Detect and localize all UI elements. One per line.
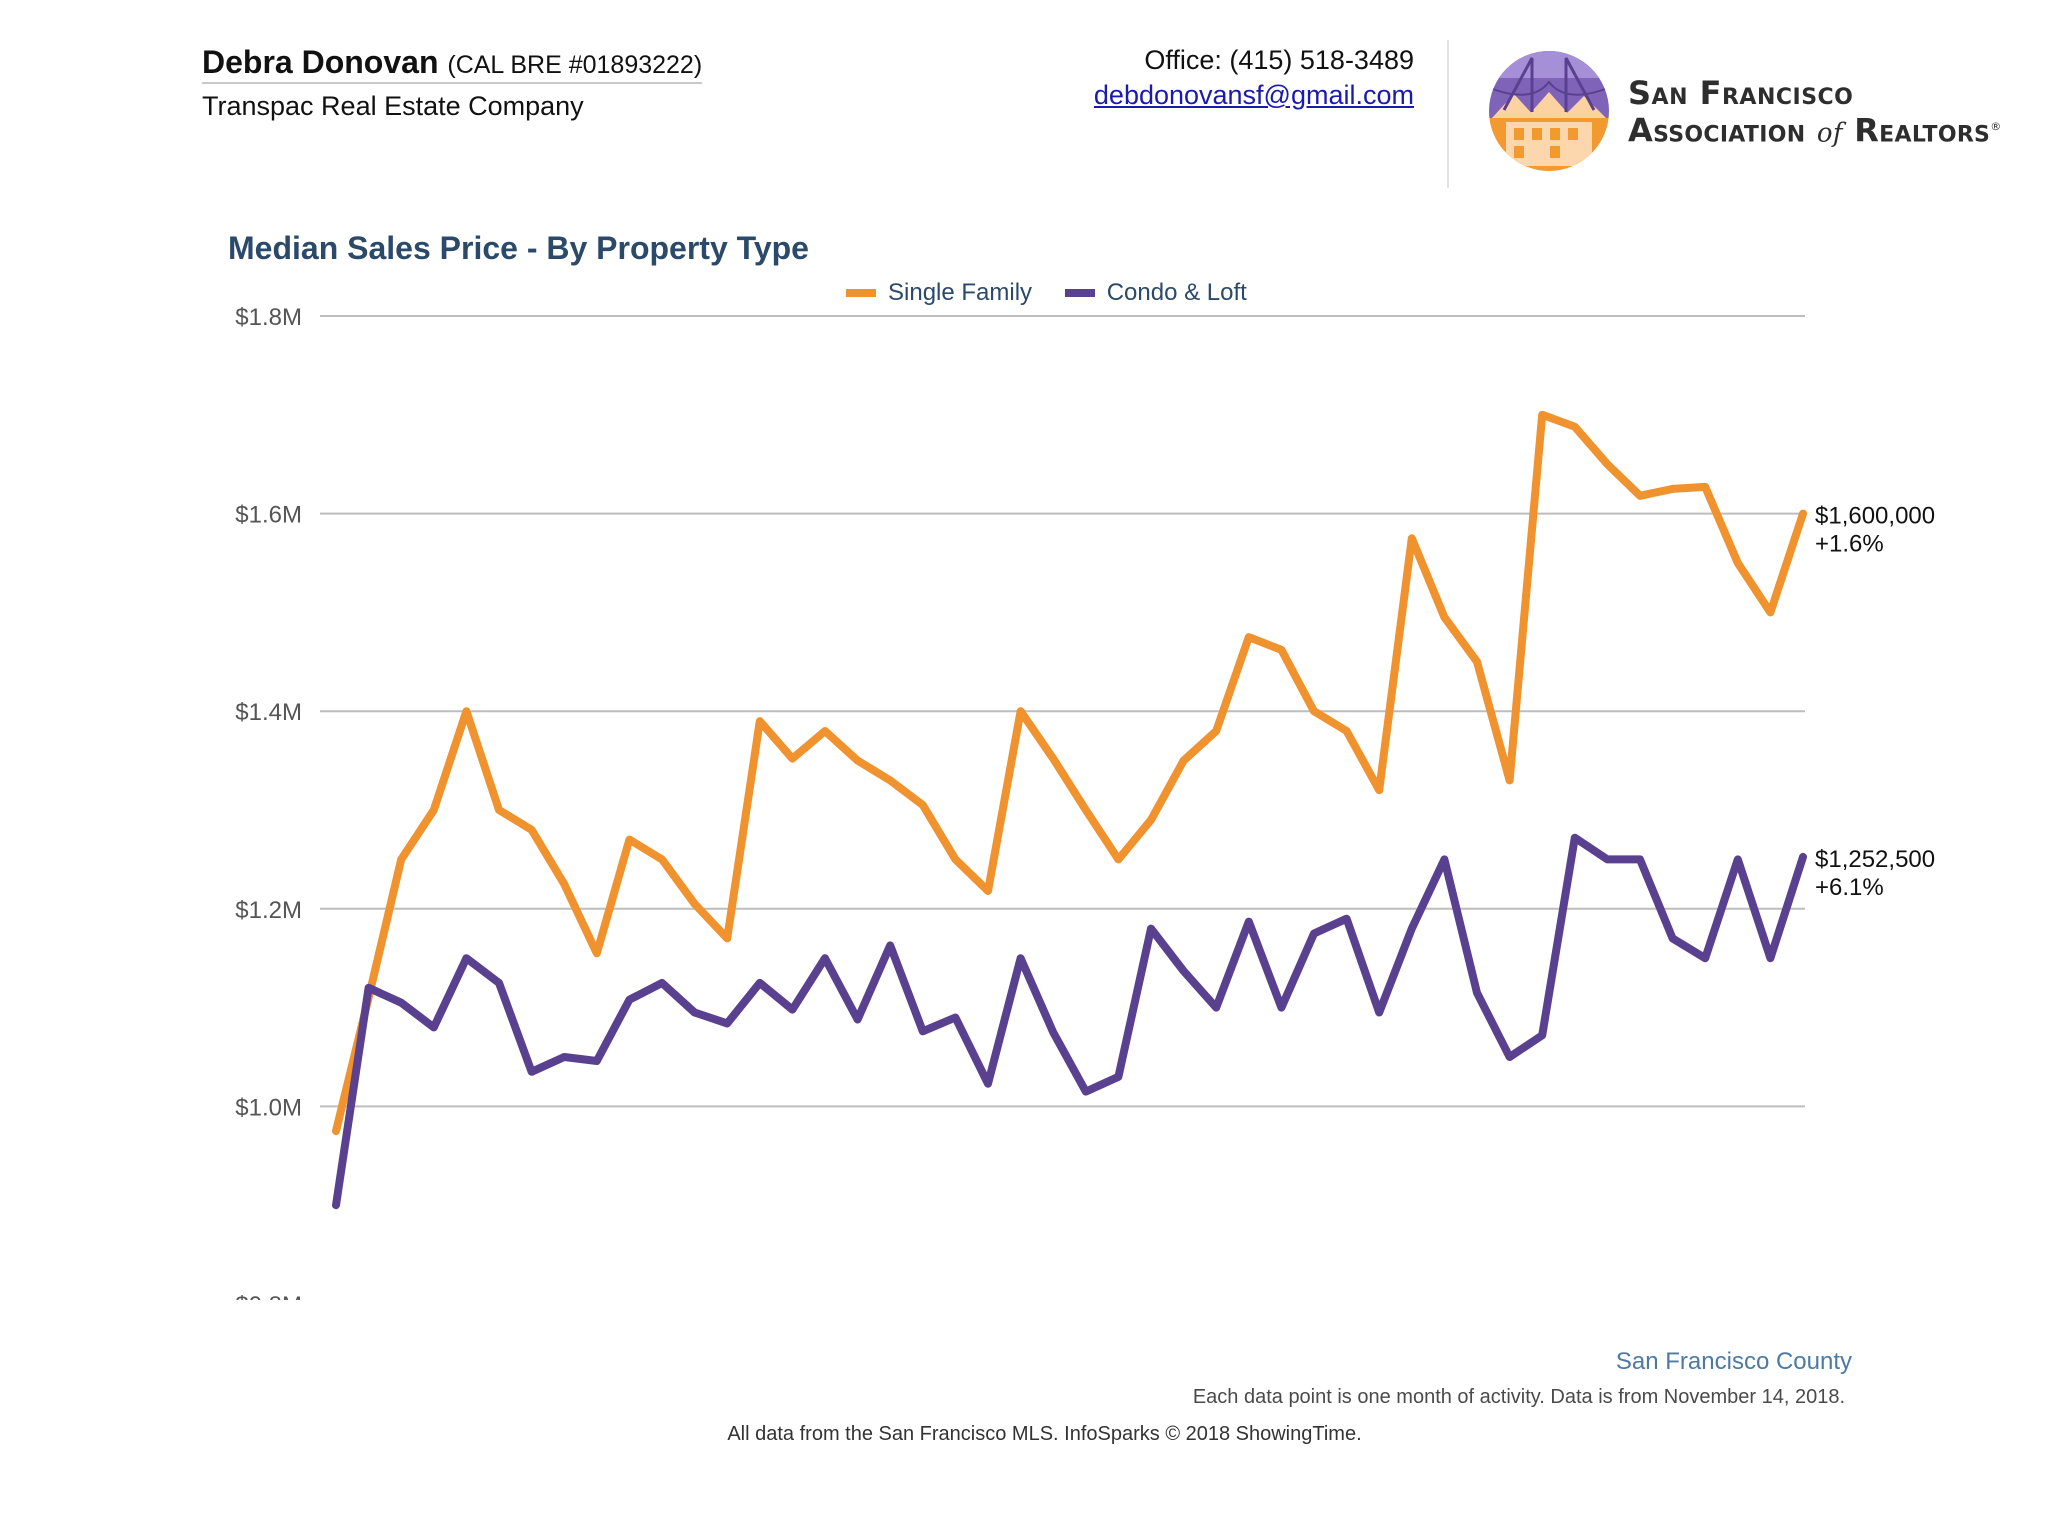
header-divider [1447, 40, 1449, 188]
office-phone: Office: (415) 518-3489 [1144, 45, 1414, 75]
y-tick-label: $1.8M [235, 304, 302, 331]
y-tick-label: $1.2M [235, 897, 302, 924]
y-tick-label: $1.4M [235, 699, 302, 726]
legend-item-condo-loft: Condo & Loft [1064, 279, 1247, 307]
footnote: Each data point is one month of activity… [1192, 1386, 1845, 1408]
end-value-label-single-family: $1,600,000 [1815, 503, 1935, 530]
chart-title: Median Sales Price - By Property Type [228, 230, 809, 266]
logo-registered-mark: ® [1990, 120, 2002, 133]
logo-line-2: Association of Realtors® [1628, 110, 2002, 151]
y-tick-label: $1.6M [235, 502, 302, 529]
logo-association: Association [1628, 111, 1806, 150]
agent-license: (CAL BRE #01893222) [447, 51, 703, 79]
legend-item-single-family: Single Family [846, 279, 1032, 307]
legend-label-condo-loft: Condo & Loft [1106, 279, 1247, 306]
y-tick-label: $0.8M [235, 1292, 302, 1300]
legend-swatch-single-family [846, 289, 876, 297]
legend-label-single-family: Single Family [888, 279, 1033, 306]
end-change-label-single-family: +1.6% [1815, 531, 1884, 558]
logo-line-1: San Francisco [1628, 74, 1854, 112]
series-line-condo-loft [332, 833, 1807, 1210]
legend-swatch-condo-loft [1064, 289, 1095, 297]
series-line-single-family [332, 410, 1807, 1136]
source-note: All data from the San Francisco MLS. Inf… [727, 1423, 1362, 1445]
realtors-logo-icon [1489, 51, 1609, 171]
end-change-label-condo-loft: +6.1% [1815, 874, 1884, 901]
header: Debra Donovan (CAL BRE #01893222) Transp… [0, 0, 2048, 200]
agent-name-rule [202, 82, 702, 84]
plot-area: $0.8M$1.0M$1.2M$1.4M$1.6M$1.8M1-20151-20… [235, 304, 1935, 1300]
email-link[interactable]: debdonovansf@gmail.com [1093, 80, 1414, 110]
chart-legend: Single Family Condo & Loft [846, 276, 1273, 307]
agent-company: Transpac Real Estate Company [202, 91, 584, 121]
y-tick-label: $1.0M [235, 1094, 302, 1121]
median-price-chart: Median Sales Price - By Property Type Si… [0, 200, 2048, 1445]
region-label: San Francisco County [1615, 1348, 1852, 1375]
logo-realtors: Realtors [1854, 111, 1991, 150]
logo-of: of [1816, 118, 1843, 149]
agent-name-text: Debra Donovan [202, 44, 439, 80]
agent-name: Debra Donovan (CAL BRE #01893222) [202, 40, 702, 87]
end-value-label-condo-loft: $1,252,500 [1815, 846, 1935, 873]
realtors-logo-text: San Francisco Association of Realtors® [1628, 76, 2002, 151]
